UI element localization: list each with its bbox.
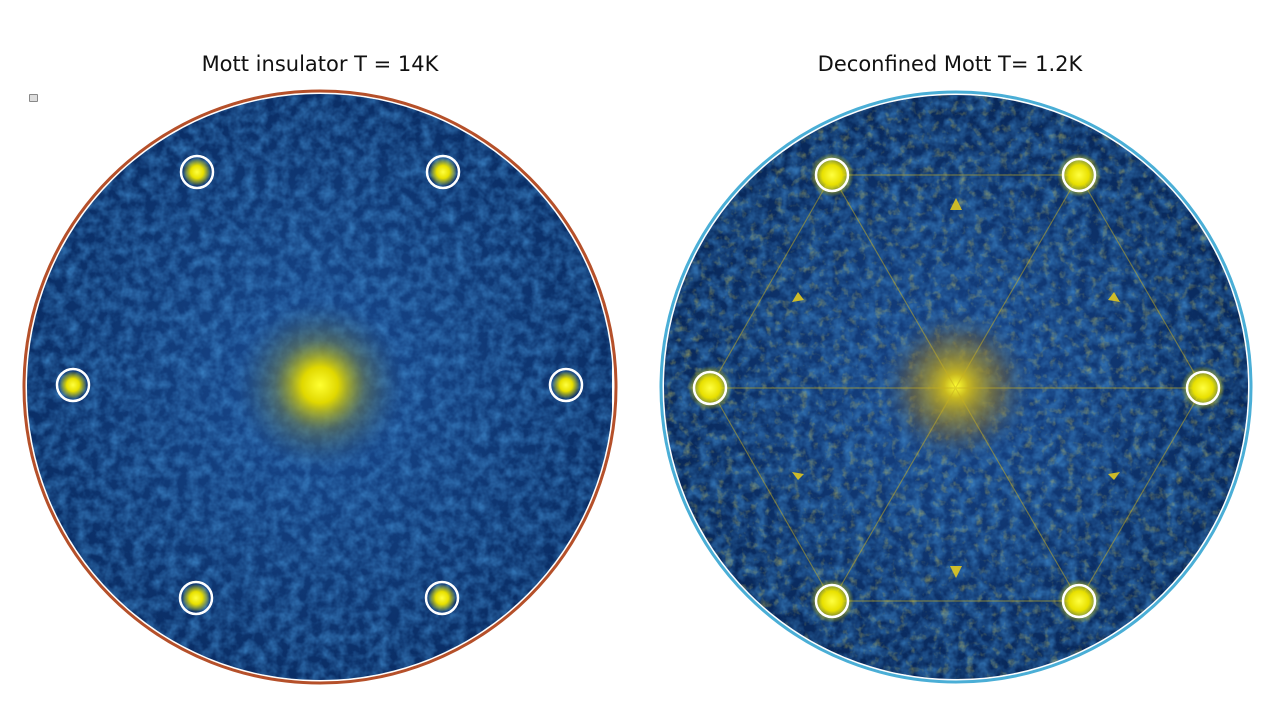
peak-marker [425, 154, 461, 190]
left-bragg-peak-markers [55, 154, 584, 616]
peak-marker [1061, 583, 1097, 619]
left-fft-image [22, 89, 618, 685]
peak-marker [692, 370, 728, 406]
peak-marker [1185, 370, 1221, 406]
left-panel-title: Mott insulator T = 14K [201, 52, 439, 76]
peak-marker [814, 157, 850, 193]
peak-marker [424, 580, 460, 616]
peak-marker [179, 154, 215, 190]
peak-marker [548, 367, 584, 403]
peak-marker [178, 580, 214, 616]
right-panel-title: Deconfined Mott T= 1.2K [817, 52, 1083, 76]
peak-marker [1061, 157, 1097, 193]
peak-marker [55, 367, 91, 403]
right-bragg-peak-markers [692, 157, 1221, 619]
right-fft-image [659, 90, 1253, 684]
left-panel-border [22, 89, 618, 685]
peak-marker [814, 583, 850, 619]
image-placeholder-icon [29, 94, 38, 102]
right-panel-border [659, 90, 1253, 684]
